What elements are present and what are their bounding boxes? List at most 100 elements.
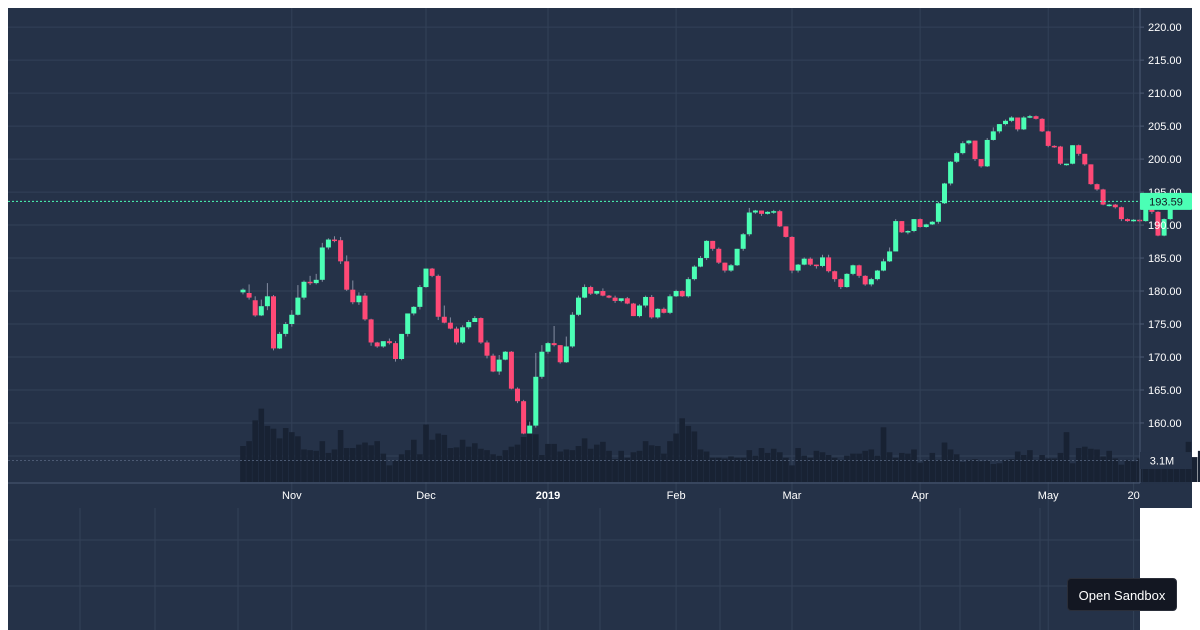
volume-bar (1002, 459, 1009, 482)
candle (649, 294, 655, 319)
volume-bar (1100, 456, 1106, 482)
volume-bar (331, 449, 338, 482)
candle-body (752, 210, 758, 213)
candle-body (612, 297, 618, 301)
volume-bar (856, 453, 862, 482)
candle (1082, 153, 1088, 166)
candle (460, 325, 466, 344)
volume-bar (1063, 432, 1070, 482)
volume-bar (1124, 459, 1131, 482)
volume-bar (1161, 458, 1167, 482)
candle (899, 221, 905, 233)
candle (588, 285, 594, 295)
candle (1088, 164, 1094, 185)
candle (533, 353, 539, 428)
candle-body (996, 124, 1002, 132)
candle (1045, 130, 1051, 148)
candle (771, 209, 777, 214)
candle (954, 151, 960, 164)
candle-body (606, 295, 612, 298)
candle-body (277, 333, 283, 349)
candle (1100, 188, 1106, 206)
candle (1161, 218, 1167, 237)
candle-body (1088, 164, 1094, 185)
price-tick-label: 215.00 (1148, 55, 1182, 67)
candle (600, 288, 606, 297)
candle (990, 127, 996, 141)
volume-bar (1021, 455, 1027, 482)
candle-body (679, 291, 685, 297)
candle (765, 211, 771, 215)
volume-bar (978, 461, 984, 482)
volume-bar (587, 448, 594, 482)
candle-body (667, 296, 673, 313)
candle (630, 302, 636, 317)
candle (832, 270, 838, 282)
volume-bar (911, 449, 917, 482)
candle (618, 298, 624, 303)
candle-body (240, 289, 246, 293)
volume-bar (1057, 452, 1064, 482)
candle-body (984, 139, 990, 167)
volume-bar (783, 457, 789, 482)
volume-bar (685, 425, 692, 482)
price-tick-label: 205.00 (1148, 121, 1182, 133)
volume-bar (728, 456, 734, 482)
candle-body (600, 291, 606, 296)
candle-body (698, 258, 703, 267)
volume-bar (502, 450, 509, 482)
volume-bar (514, 444, 521, 482)
volume-bar (740, 457, 746, 482)
volume-bar (966, 459, 972, 482)
last-price-text: 193.59 (1149, 196, 1183, 208)
candle-body (759, 210, 764, 214)
candle (740, 232, 746, 251)
candle (313, 273, 319, 285)
candle (874, 269, 880, 281)
volume-bar (752, 455, 759, 482)
volume-bar (825, 455, 832, 482)
candle-body (289, 314, 295, 325)
candle (759, 210, 764, 216)
candle-body (576, 297, 581, 315)
candle-body (362, 295, 368, 320)
volume-bar (844, 455, 850, 482)
candle-body (588, 287, 594, 294)
candle-body (649, 296, 655, 318)
candle (515, 387, 520, 404)
candle (454, 326, 459, 345)
candle-body (515, 388, 520, 402)
candle (655, 308, 661, 319)
volume-bar (874, 455, 881, 482)
candle-body (801, 258, 807, 265)
price-tick-label: 210.00 (1148, 88, 1182, 100)
candle-body (338, 240, 344, 262)
volume-bar (935, 459, 942, 482)
candle (338, 236, 344, 264)
volume-bar (240, 446, 246, 482)
candle-body (283, 324, 289, 334)
candle-body (655, 308, 661, 318)
candle (551, 325, 557, 347)
price-tick-label: 160.00 (1148, 418, 1182, 430)
candle (923, 223, 929, 228)
candle-body (929, 221, 935, 225)
time-axis[interactable]: Nov Dec 2019 Feb Mar Apr May 20 (282, 490, 1140, 502)
candle-body (795, 264, 801, 271)
candle-body (539, 351, 545, 377)
volume-bar (880, 427, 887, 482)
candle-body (380, 341, 386, 347)
time-tick-label: May (1038, 490, 1059, 502)
candle-body (935, 203, 941, 222)
volume-bar (404, 450, 411, 482)
volume-bar (606, 450, 612, 482)
candle-body (490, 355, 496, 372)
candle-body (472, 318, 478, 323)
volume-bar (813, 450, 820, 482)
candle (582, 284, 588, 299)
open-sandbox-button[interactable]: Open Sandbox (1067, 578, 1177, 611)
price-tick-label: 165.00 (1148, 385, 1182, 397)
candle (301, 280, 307, 300)
price-tick-label: 180.00 (1148, 286, 1182, 298)
